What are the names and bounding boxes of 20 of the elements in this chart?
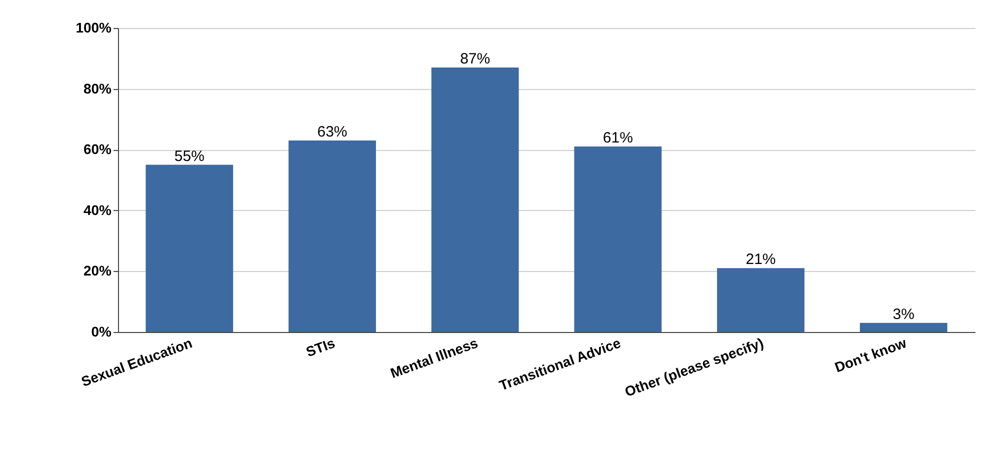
data-label: 21% — [746, 251, 776, 268]
y-tick-label: 60% — [83, 141, 112, 158]
bar — [860, 322, 948, 332]
y-tick-label: 80% — [83, 80, 112, 96]
bar — [288, 140, 376, 332]
data-label: 63% — [317, 123, 348, 140]
x-tick-label: STIs — [304, 334, 338, 360]
bar — [574, 146, 662, 332]
x-tick-label: Don't know — [832, 334, 908, 376]
data-label: 3% — [892, 306, 914, 323]
y-tick-label: 100% — [76, 20, 112, 36]
bar — [431, 68, 519, 332]
data-label: 61% — [602, 130, 633, 147]
y-tick-label: 40% — [83, 202, 112, 218]
bar — [146, 164, 234, 332]
data-label: 55% — [174, 148, 204, 165]
data-label: 87% — [460, 50, 490, 68]
y-tick-label: 20% — [83, 262, 112, 279]
bar — [717, 268, 804, 332]
y-tick-label: 0% — [91, 324, 112, 340]
